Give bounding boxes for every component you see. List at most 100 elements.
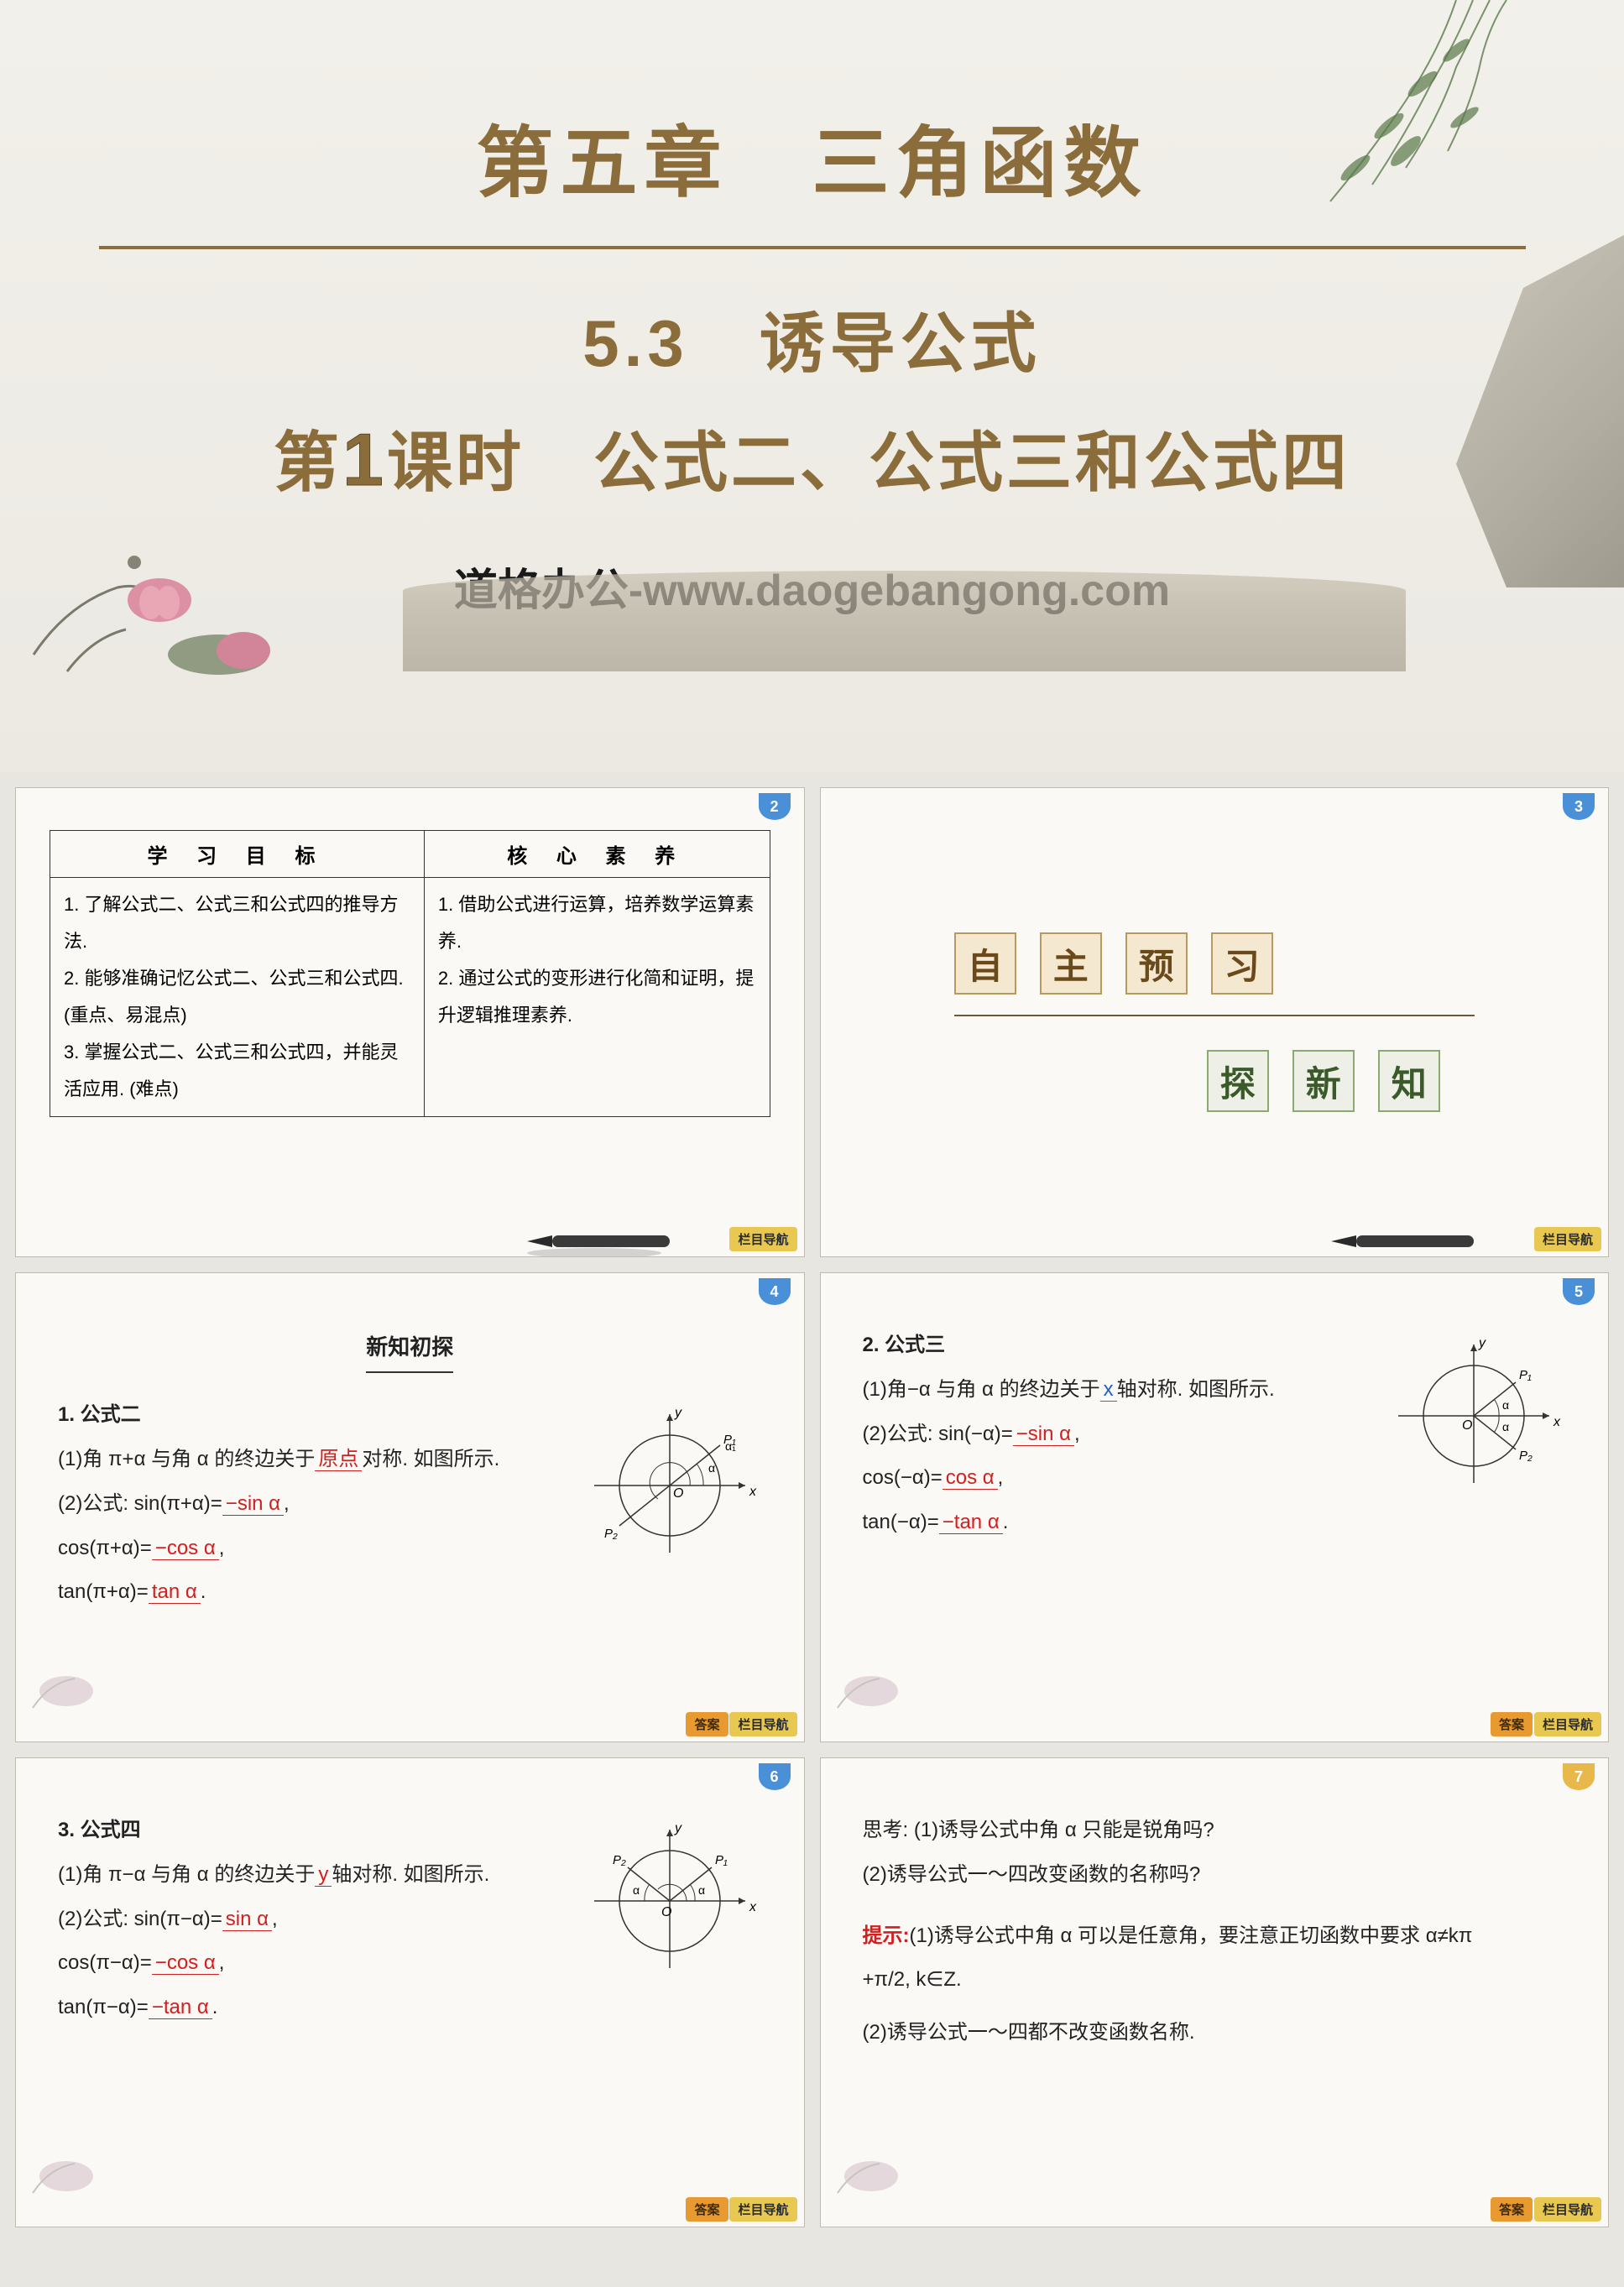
fill-blank: −tan α (939, 1511, 1003, 1534)
formula-title: 2. 公式三 (863, 1324, 1357, 1368)
svg-text:y: y (1478, 1336, 1486, 1350)
char-box: 主 (1040, 932, 1102, 995)
flower-decoration (24, 1649, 125, 1716)
answer-1: (1)诱导公式中角 α 可以是任意角，要注意正切函数中要求 α≠kπ (910, 1924, 1473, 1947)
page-number: 3 (1563, 793, 1595, 820)
question-2: (2)诱导公式一～四改变函数的名称吗? (863, 1853, 1567, 1898)
lesson-post: 课时 公式二、公式三和公式四 (387, 426, 1350, 499)
unit-circle-diagram: x y O P₁ P₂ α α (577, 1817, 762, 1985)
char-box: 预 (1125, 932, 1188, 995)
flower-decoration (829, 1649, 930, 1716)
nav-tag[interactable]: 栏目导航 (729, 2197, 796, 2222)
fill-blank: x (1100, 1378, 1117, 1402)
nav-tag[interactable]: 栏目导航 (1534, 1227, 1601, 1251)
svg-text:α: α (1502, 1398, 1509, 1412)
nav-tag[interactable]: 栏目导航 (1534, 2197, 1601, 2222)
answer-2: (2)诱导公式一～四都不改变函数名称. (863, 2011, 1567, 2055)
content-text: 思考: (1)诱导公式中角 α 只能是锐角吗? (2)诱导公式一～四改变函数的名… (821, 1758, 1609, 2089)
lotus-decoration (17, 520, 336, 722)
svg-text:α: α (1502, 1420, 1509, 1433)
objectives-table: 学 习 目 标 核 心 素 养 1. 了解公式二、公式三和公式四的推导方法. 2… (50, 830, 770, 1117)
svg-text:O: O (1462, 1418, 1472, 1433)
slide-3: 3 自 主 预 习 探 新 知 栏目导航 (820, 787, 1610, 1257)
svg-text:x: x (749, 1900, 757, 1914)
slide-4: 4 新知初探 1. 公式二 (1)角 π+α 与角 α 的终边关于原点对称. 如… (15, 1272, 805, 1742)
lesson-pre: 第 (274, 426, 342, 499)
question-1: 思考: (1)诱导公式中角 α 只能是锐角吗? (863, 1809, 1567, 1853)
pen-decoration (1323, 1206, 1491, 1256)
char-box: 探 (1207, 1050, 1269, 1112)
char-box: 自 (954, 932, 1016, 995)
svg-text:P₁: P₁ (1519, 1368, 1532, 1382)
svg-text:P₂: P₂ (613, 1853, 626, 1867)
slide-2: 2 学 习 目 标 核 心 素 养 1. 了解公式二、公式三和公式四的推导方法.… (15, 787, 805, 1257)
pen-decoration (519, 1206, 687, 1256)
svg-text:O: O (661, 1905, 671, 1919)
column-head-1: 学 习 目 标 (50, 831, 425, 878)
unit-circle-diagram: x y O P₁ P₂ α α (1381, 1332, 1566, 1500)
page-number: 2 (759, 793, 791, 820)
fill-blank: 原点 (315, 1448, 362, 1471)
svg-text:y: y (674, 1821, 682, 1835)
svg-text:α: α (708, 1461, 715, 1475)
flower-decoration (24, 2134, 125, 2201)
char-row-2: 探 新 知 (1207, 1050, 1440, 1112)
svg-text:P₁: P₁ (715, 1853, 728, 1867)
formula-title: 3. 公式四 (58, 1809, 552, 1853)
svg-text:α₁: α₁ (725, 1439, 736, 1453)
formula-text: 3. 公式四 (1)角 π−α 与角 α 的终边关于y轴对称. 如图所示. (2… (58, 1809, 552, 2030)
svg-text:O: O (673, 1486, 683, 1501)
formula-title: 1. 公式二 (58, 1393, 552, 1438)
lesson-number: 1 (342, 418, 387, 501)
column-head-2: 核 心 素 养 (424, 831, 770, 878)
page-number: 7 (1563, 1763, 1595, 1790)
char-box: 新 (1292, 1050, 1355, 1112)
underline (954, 1015, 1475, 1016)
flower-decoration (829, 2134, 930, 2201)
fill-blank: y (315, 1863, 332, 1887)
fill-blank: cos α (943, 1466, 998, 1490)
svg-text:x: x (749, 1485, 757, 1499)
title-divider (99, 246, 1526, 249)
unit-circle-diagram: x y O P₁ P₂ α α₁ (577, 1402, 762, 1569)
formula-text: 1. 公式二 (1)角 π+α 与角 α 的终边关于原点对称. 如图所示. (2… (58, 1393, 552, 1615)
fill-blank: −sin α (222, 1492, 284, 1516)
svg-text:x: x (1553, 1415, 1561, 1429)
hint-label: 提示: (863, 1924, 910, 1947)
char-box: 习 (1211, 932, 1273, 995)
char-row-1: 自 主 预 习 (954, 932, 1475, 995)
section-title: 5.3 诱导公式 (67, 291, 1557, 385)
nav-tag[interactable]: 栏目导航 (729, 1227, 796, 1251)
answer-tag[interactable]: 答案 (1491, 1712, 1533, 1736)
literacy-cell: 1. 借助公式进行运算，培养数学运算素养. 2. 通过公式的变形进行化简和证明，… (424, 878, 770, 1117)
nav-tag[interactable]: 栏目导航 (729, 1712, 796, 1736)
fill-blank: tan α (149, 1580, 201, 1604)
fill-blank: −sin α (1013, 1423, 1074, 1446)
objectives-cell: 1. 了解公式二、公式三和公式四的推导方法. 2. 能够准确记忆公式二、公式三和… (50, 878, 425, 1117)
willow-decoration (1171, 0, 1523, 235)
svg-text:y: y (674, 1406, 682, 1420)
fill-blank: −cos α (152, 1951, 219, 1975)
answer-tag[interactable]: 答案 (1491, 2197, 1533, 2222)
nav-tag[interactable]: 栏目导航 (1534, 1712, 1601, 1736)
formula-text: 2. 公式三 (1)角−α 与角 α 的终边关于x轴对称. 如图所示. (2)公… (863, 1324, 1357, 1545)
fill-blank: −tan α (149, 1996, 212, 2019)
char-box: 知 (1378, 1050, 1440, 1112)
slide-6: 6 3. 公式四 (1)角 π−α 与角 α 的终边关于y轴对称. 如图所示. … (15, 1757, 805, 2227)
page-number: 4 (759, 1278, 791, 1305)
answer-1b: +π/2, k∈Z. (863, 1958, 1567, 2002)
svg-text:P₂: P₂ (1519, 1449, 1533, 1463)
page-number: 6 (759, 1763, 791, 1790)
slide-7: 7 思考: (1)诱导公式中角 α 只能是锐角吗? (2)诱导公式一～四改变函数… (820, 1757, 1610, 2227)
svg-text:α: α (633, 1883, 640, 1897)
lesson-title: 第1课时 公式二、公式三和公式四 (67, 410, 1557, 504)
slide-grid: 2 学 习 目 标 核 心 素 养 1. 了解公式二、公式三和公式四的推导方法.… (0, 772, 1624, 2243)
fill-blank: −cos α (152, 1537, 219, 1560)
answer-tag[interactable]: 答案 (686, 2197, 728, 2222)
title-card: 自 主 预 习 探 新 知 (821, 788, 1609, 1256)
section-heading: 新知初探 (366, 1324, 453, 1373)
answer-tag[interactable]: 答案 (686, 1712, 728, 1736)
svg-text:P₂: P₂ (604, 1527, 618, 1541)
page-number: 5 (1563, 1278, 1595, 1305)
hero-slide: 第五章 三角函数 5.3 诱导公式 第1课时 公式二、公式三和公式四 道格办公-… (0, 0, 1624, 772)
